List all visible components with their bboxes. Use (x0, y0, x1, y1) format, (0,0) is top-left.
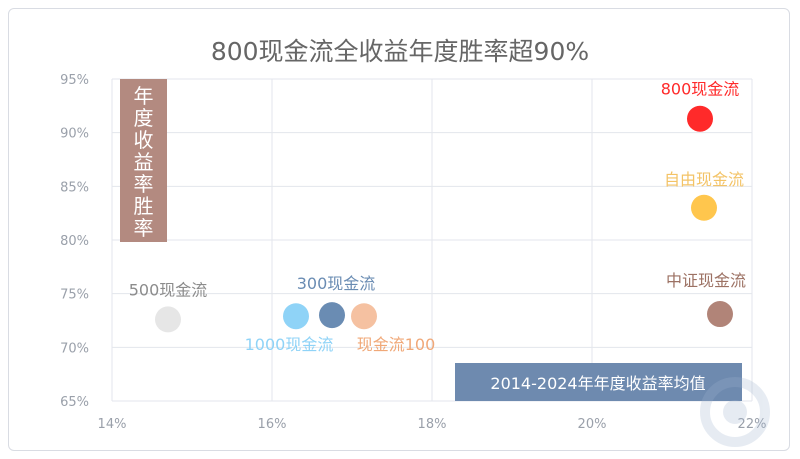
x-tick-label: 14% (98, 417, 127, 432)
chart-title: 800现金流全收益年度胜率超90% (211, 37, 589, 66)
y-tick-label: 65% (60, 395, 89, 410)
y-tick-label: 75% (60, 288, 89, 303)
vertical-annotation-box (120, 79, 167, 242)
data-point-label: 中证现金流 (666, 271, 746, 290)
horizontal-annotation-text: 2014-2024年年度收益率均值 (490, 374, 705, 393)
data-point (319, 302, 345, 329)
x-tick-label: 22% (738, 417, 767, 432)
data-point (691, 194, 717, 221)
watermark-logo (700, 377, 770, 447)
tick-layer: 65% 70% 75% 80% 85% 90% 95% 14% 16% 18% 20% 22% (60, 73, 766, 432)
data-point (707, 301, 733, 328)
y-tick-label: 95% (60, 73, 89, 88)
data-point-label: 现金流100 (357, 335, 436, 354)
data-point-label: 300现金流 (297, 274, 376, 293)
y-tick-label: 80% (60, 234, 89, 249)
x-tick-label: 18% (418, 417, 447, 432)
data-point-label: 500现金流 (129, 280, 208, 299)
data-point-label: 自由现金流 (664, 170, 744, 189)
vertical-annotation-text: 年度收益率胜率 (134, 84, 154, 240)
data-point-label: 1000现金流 (245, 335, 334, 354)
data-point-label: 800现金流 (661, 80, 740, 99)
data-point (283, 303, 309, 330)
y-tick-label: 90% (60, 127, 89, 142)
y-tick-label: 70% (60, 341, 89, 356)
data-point (351, 303, 377, 330)
data-point (155, 306, 181, 333)
x-tick-label: 16% (258, 417, 287, 432)
point-layer (155, 105, 733, 333)
horizontal-annotation-box (455, 363, 742, 401)
data-point (687, 105, 713, 132)
y-tick-label: 85% (60, 180, 89, 195)
x-tick-label: 20% (578, 417, 607, 432)
